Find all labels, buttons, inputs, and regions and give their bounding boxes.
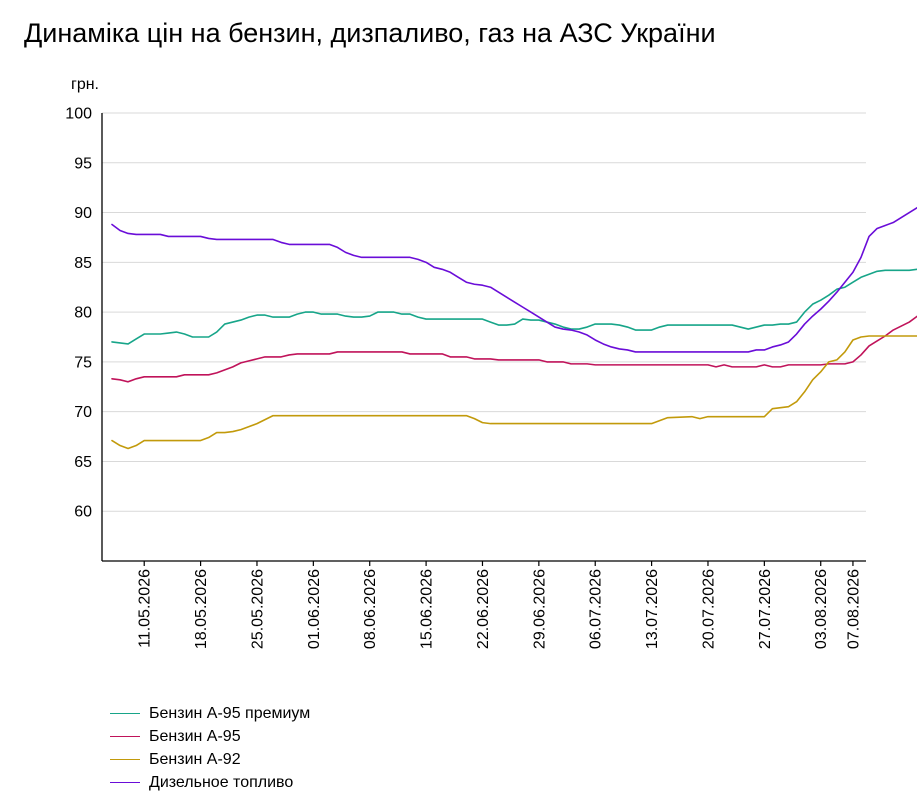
x-tick-label: 18.05.2026 [193, 569, 210, 649]
legend-item: Дизельное топливо [110, 771, 310, 794]
y-tick-label: 100 [65, 106, 92, 123]
x-tick-label: 03.08.2026 [813, 569, 830, 649]
series-line-1 [111, 268, 917, 345]
x-tick-label: 22.06.2026 [475, 569, 492, 649]
x-tick-label: 29.06.2026 [531, 569, 548, 649]
legend-label: Бензин А-92 [149, 750, 241, 768]
series-lines [111, 206, 917, 450]
legend-item: Бензин А-95 [110, 725, 310, 748]
y-tick-label: 85 [74, 255, 92, 272]
series-line-2 [111, 315, 917, 383]
y-tick-label: 80 [74, 305, 92, 322]
x-tick-label: 20.07.2026 [700, 569, 717, 649]
x-tick-label: 08.06.2026 [362, 569, 379, 649]
x-tick-label: 07.08.2026 [845, 569, 862, 649]
x-tick-label: 27.07.2026 [757, 569, 774, 649]
legend-label: Бензин А-95 [149, 727, 241, 745]
x-tick-label: 11.05.2026 [137, 569, 154, 648]
x-axis-tick-labels: 11.05.2026 18.05.2026 25.05.2026 01.06.2026… [137, 569, 863, 649]
y-axis-tick-labels: 60 65 70 75 80 85 90 95 100 [65, 106, 92, 521]
y-tick-label: 90 [74, 205, 92, 222]
y-axis-unit: грн. [71, 76, 99, 93]
legend-label: Дизельное топливо [149, 773, 294, 791]
legend-item: Бензин А-92 [110, 748, 310, 771]
x-tick-label: 01.06.2026 [306, 569, 323, 649]
x-tick-label: 15.06.2026 [419, 569, 436, 649]
chart-title: Динаміка цін на бензин, дизпаливо, газ н… [24, 18, 716, 48]
legend-swatch [110, 759, 140, 760]
x-tick-label: 13.07.2026 [644, 569, 661, 649]
x-tick-label: 25.05.2026 [249, 569, 266, 649]
y-tick-label: 65 [74, 454, 92, 471]
legend: Бензин А-95 премиум Бензин А-95 Бензин А-9… [110, 702, 310, 794]
series-line-4 [111, 206, 917, 353]
legend-swatch [110, 736, 140, 737]
grid-lines [102, 112, 866, 512]
y-tick-label: 95 [74, 155, 92, 172]
legend-item: Бензин А-95 премиум [110, 702, 310, 725]
y-tick-label: 70 [74, 404, 92, 421]
x-tick-label: 06.07.2026 [588, 569, 605, 649]
legend-swatch [110, 713, 140, 714]
legend-swatch [110, 782, 140, 783]
series-line-3 [111, 335, 917, 450]
y-tick-label: 75 [74, 354, 92, 371]
x-axis-ticks [143, 561, 854, 566]
y-tick-label: 60 [74, 504, 92, 521]
legend-label: Бензин А-95 премиум [149, 704, 311, 722]
